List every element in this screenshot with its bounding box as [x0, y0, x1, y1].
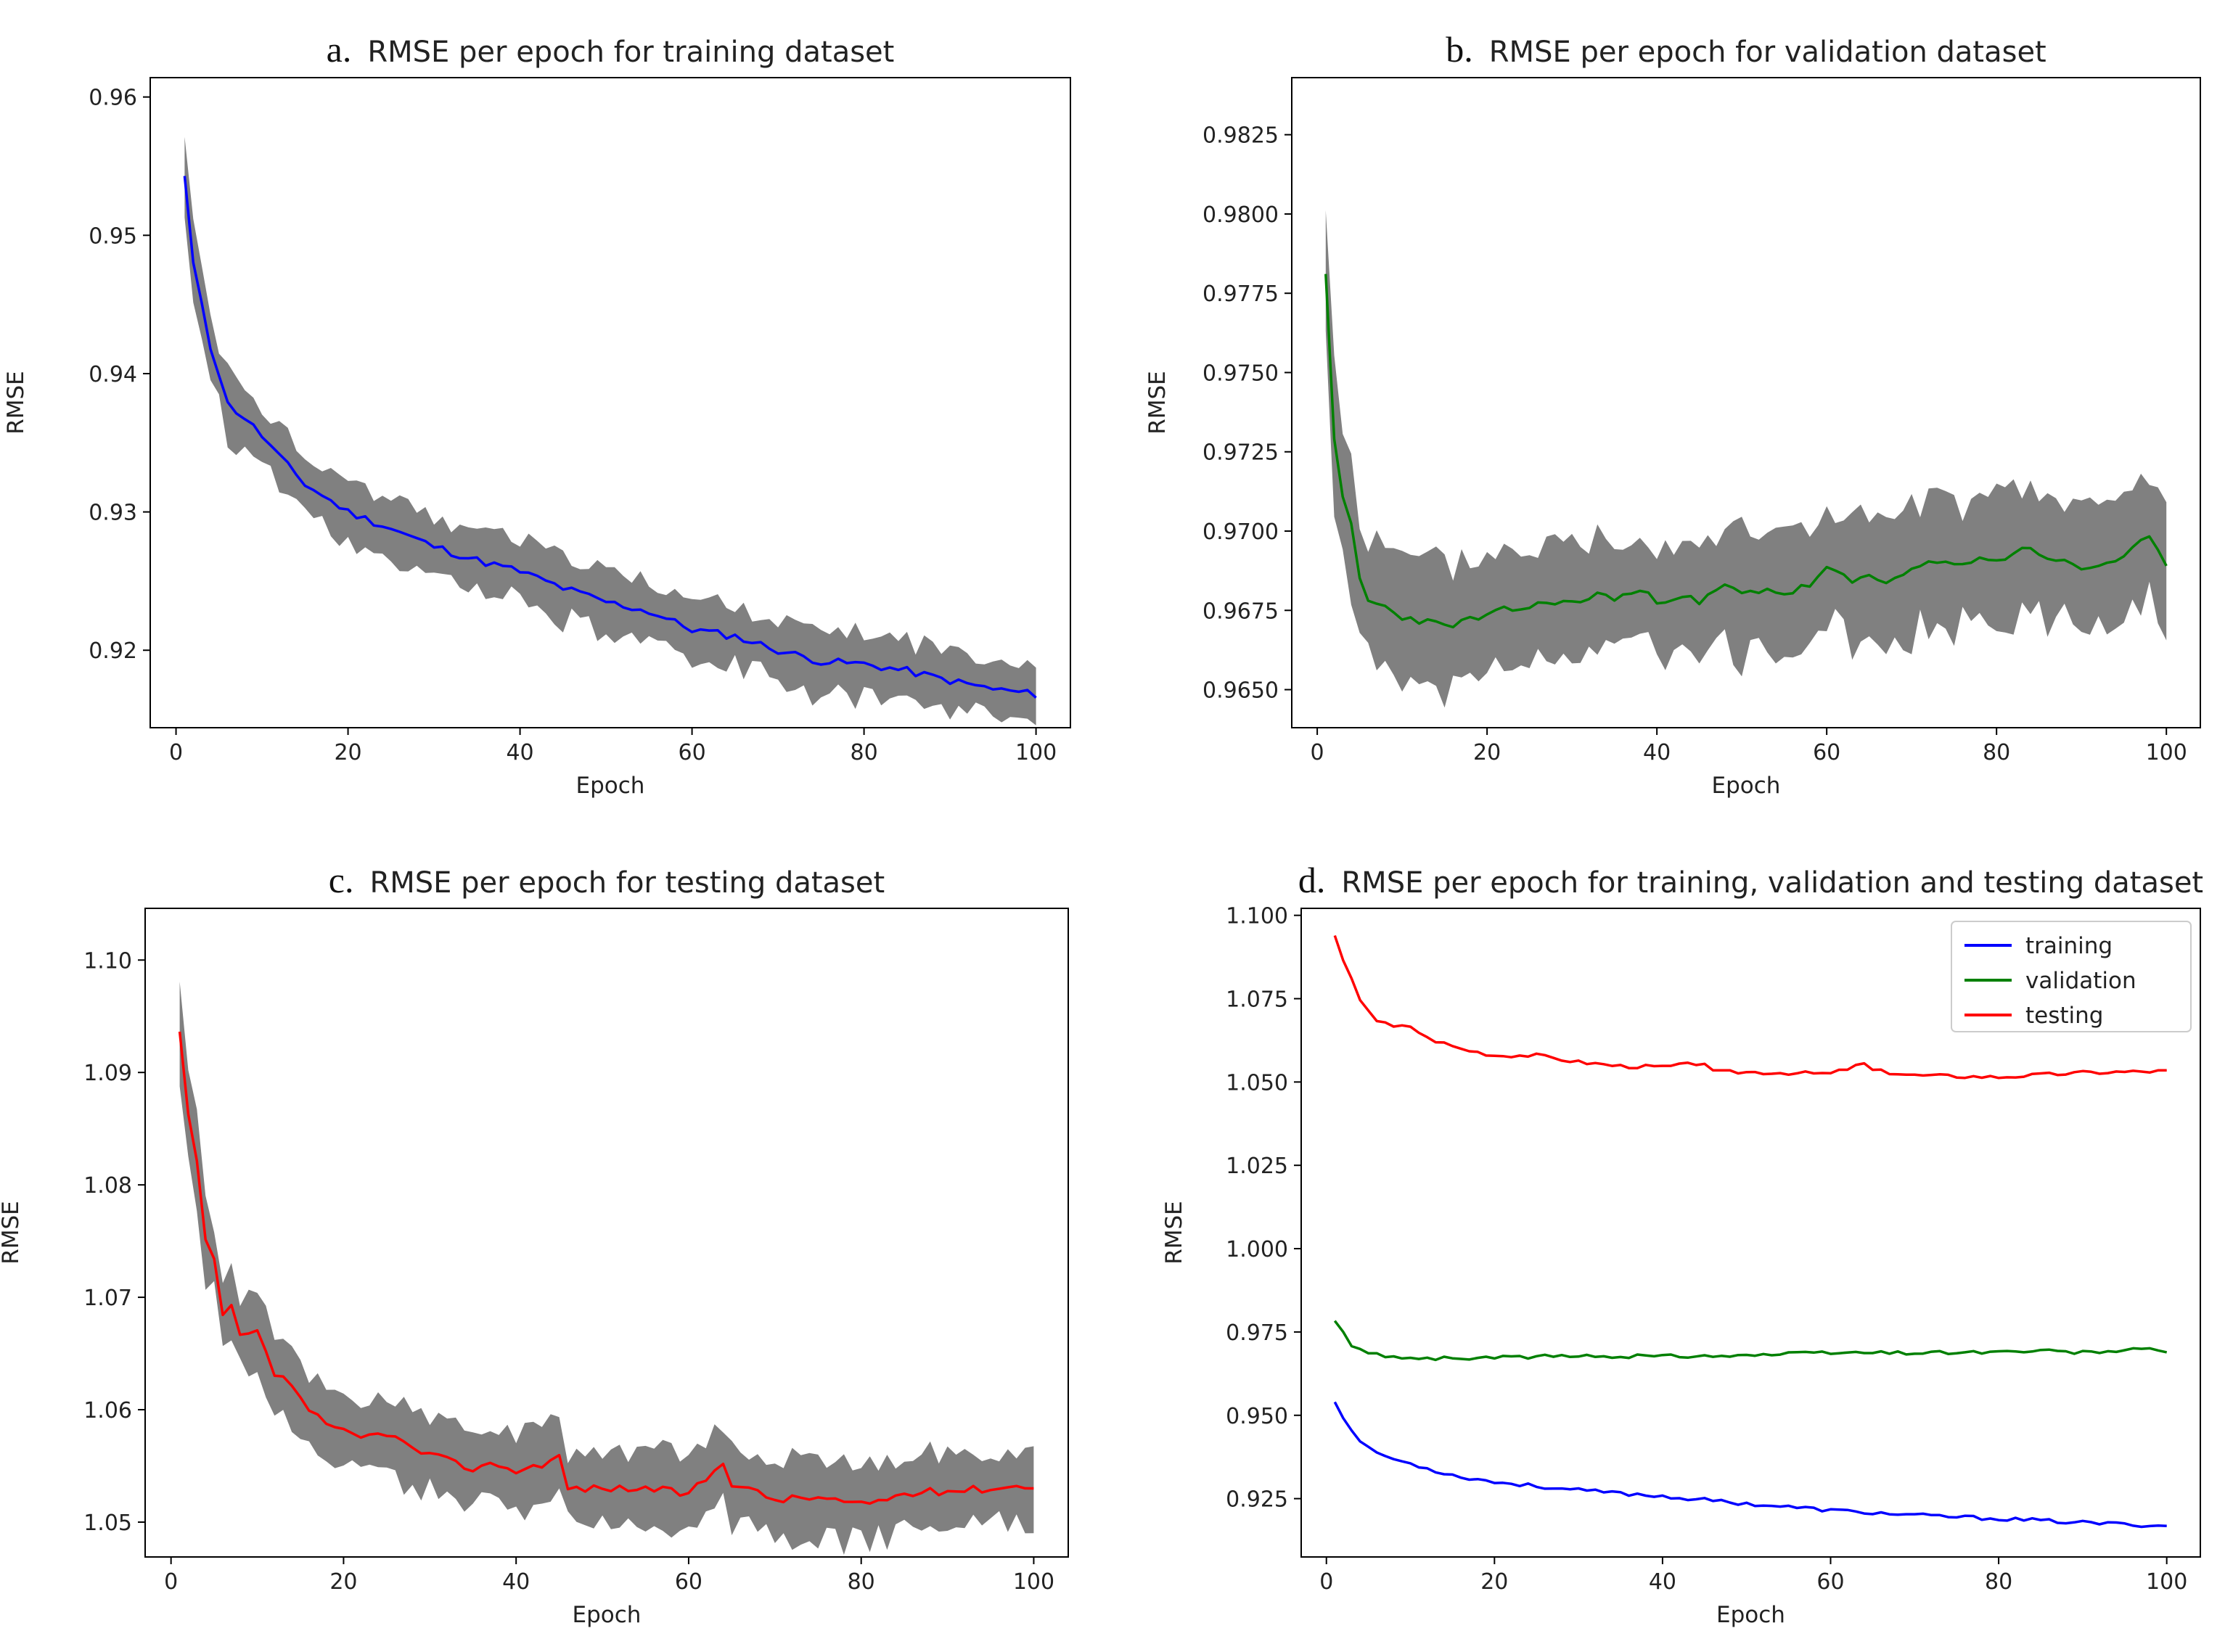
- y-tick-label: 1.100: [1226, 904, 1288, 929]
- y-tick-label: 0.9650: [1202, 678, 1279, 704]
- panel-d: d. RMSE per epoch for training, validatio…: [1161, 860, 2203, 1628]
- y-axis-label: RMSE: [1144, 371, 1171, 435]
- y-tick-label: 1.07: [83, 1286, 132, 1311]
- y-tick-label: 0.9800: [1202, 202, 1279, 228]
- y-tick-label: 1.06: [83, 1398, 132, 1423]
- panel-letter: a.: [327, 29, 352, 70]
- y-tick-label: 0.96: [89, 86, 137, 111]
- x-tick-label: 40: [502, 1569, 530, 1595]
- y-tick-label: 0.925: [1226, 1487, 1288, 1513]
- y-tick-label: 0.9675: [1202, 599, 1279, 624]
- x-axis-label: Epoch: [573, 1602, 642, 1628]
- y-axis-label: RMSE: [3, 371, 29, 435]
- panel-letter: d.: [1298, 860, 1326, 900]
- x-tick-label: 0: [164, 1569, 178, 1595]
- legend-label-validation: validation: [2025, 968, 2136, 994]
- panel-b: b. RMSE per epoch for validation dataset 0…: [1144, 29, 2201, 799]
- panel-title: a. RMSE per epoch for training dataset: [327, 29, 895, 70]
- y-tick-label: 0.9750: [1202, 361, 1279, 386]
- panel-a: a. RMSE per epoch for training dataset 0 20…: [3, 29, 1071, 799]
- panel-letter: b.: [1446, 29, 1473, 70]
- x-tick-label: 60: [675, 1569, 702, 1595]
- legend-box: [1951, 921, 2192, 1032]
- series-line-validation: [1324, 274, 2168, 629]
- plot-frame: [1300, 908, 2201, 1558]
- panel-letter: c.: [329, 860, 354, 900]
- y-tick-label: 1.10: [83, 948, 132, 974]
- y-tick-label: 1.075: [1226, 987, 1288, 1012]
- y-tick-label: 1.025: [1226, 1154, 1288, 1179]
- x-axis-label: Epoch: [1716, 1602, 1785, 1628]
- x-tick-label: 80: [848, 1569, 875, 1595]
- x-tick-label: 20: [1473, 740, 1501, 765]
- x-tick-label: 80: [1983, 740, 2010, 765]
- panel-title: b. RMSE per epoch for validation dataset: [1446, 29, 2046, 70]
- x-tick-label: 20: [329, 1569, 357, 1595]
- confidence-band-testing: [179, 982, 1034, 1555]
- x-tick-label: 100: [1013, 1569, 1054, 1595]
- panel-title: d. RMSE per epoch for training, validatio…: [1298, 860, 2203, 900]
- x-tick-label: 40: [1643, 740, 1671, 765]
- y-tick-label: 0.9725: [1202, 440, 1279, 466]
- x-tick-label: 0: [169, 740, 183, 765]
- confidence-band-training: [184, 136, 1036, 726]
- x-tick-label: 80: [1985, 1569, 2012, 1595]
- panel-title: c. RMSE per epoch for testing dataset: [329, 860, 885, 900]
- x-tick-label: 60: [1813, 740, 1840, 765]
- y-tick-label: 1.09: [83, 1061, 132, 1086]
- y-tick-label: 0.9825: [1202, 123, 1279, 149]
- y-tick-label: 1.050: [1226, 1070, 1288, 1096]
- series-line-validation: [1333, 1320, 2168, 1362]
- panel-title-text: RMSE per epoch for testing dataset: [369, 866, 885, 900]
- x-tick-label: 0: [1311, 740, 1324, 765]
- y-axis-label: RMSE: [1161, 1201, 1187, 1265]
- series-line-training: [183, 176, 1037, 699]
- x-axis-label: Epoch: [1712, 773, 1781, 799]
- x-tick-label: 40: [1649, 1569, 1676, 1595]
- x-tick-label: 20: [334, 740, 361, 765]
- y-axis-label: RMSE: [0, 1201, 24, 1265]
- x-tick-label: 60: [1816, 1569, 1844, 1595]
- legend: training validation testing: [1951, 921, 2192, 1032]
- y-tick-label: 0.9775: [1202, 282, 1279, 307]
- plot-frame: [1291, 77, 2201, 728]
- plot-frame: [144, 908, 1069, 1558]
- y-tick-label: 0.94: [89, 362, 137, 387]
- legend-label-testing: testing: [2025, 1003, 2103, 1029]
- series-line-training: [1333, 1401, 2167, 1529]
- series-line-testing: [178, 1031, 1034, 1505]
- y-tick-label: 0.975: [1226, 1320, 1288, 1346]
- legend-label-training: training: [2025, 933, 2113, 959]
- confidence-band-validation: [1325, 210, 2167, 708]
- y-tick-label: 0.95: [89, 223, 137, 249]
- y-tick-label: 0.92: [89, 638, 137, 664]
- x-tick-label: 20: [1480, 1569, 1508, 1595]
- panel-title-text: RMSE per epoch for training, validation …: [1341, 866, 2203, 900]
- series-line-testing: [1333, 934, 2167, 1080]
- panel-c: c. RMSE per epoch for testing dataset 0 20 4…: [0, 860, 1069, 1628]
- x-tick-label: 80: [850, 740, 877, 765]
- x-tick-label: 0: [1319, 1569, 1333, 1595]
- panel-title-text: RMSE per epoch for validation dataset: [1489, 36, 2046, 69]
- x-tick-label: 40: [506, 740, 533, 765]
- plot-frame: [149, 77, 1071, 728]
- y-tick-label: 1.000: [1226, 1237, 1288, 1262]
- x-axis-label: Epoch: [576, 773, 645, 799]
- x-tick-label: 100: [2146, 740, 2187, 765]
- y-tick-label: 1.08: [83, 1173, 132, 1199]
- y-tick-label: 0.93: [89, 501, 137, 526]
- y-tick-label: 1.05: [83, 1511, 132, 1536]
- x-tick-label: 100: [1015, 740, 1057, 765]
- y-tick-label: 0.950: [1226, 1404, 1288, 1429]
- x-tick-label: 100: [2146, 1569, 2187, 1595]
- x-tick-label: 60: [678, 740, 705, 765]
- y-tick-label: 0.9700: [1202, 519, 1279, 545]
- panel-title-text: RMSE per epoch for training dataset: [367, 36, 894, 69]
